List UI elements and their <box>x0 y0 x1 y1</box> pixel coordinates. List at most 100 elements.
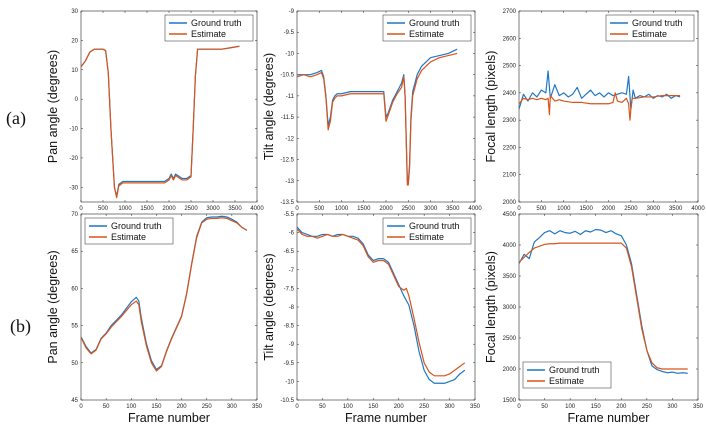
x-tick-label: 1000 <box>557 206 571 212</box>
series-line-ground-truth <box>297 226 466 384</box>
x-tick-label: 50 <box>541 404 548 410</box>
chart-2: 0 500 1000 1500 2000 2500 3000 3500 4000 2000 2100… <box>484 9 705 212</box>
x-tick-label: 150 <box>591 404 602 410</box>
y-tick-label: -5.5 <box>284 212 295 218</box>
x-tick-label: 2500 <box>184 206 198 212</box>
x-tick-label: 250 <box>642 404 653 410</box>
legend-entry-label: Ground truth <box>191 18 242 28</box>
y-tick-label: -9 <box>289 342 295 348</box>
y-tick-label: -11.5 <box>281 115 295 121</box>
x-tick-label: 1000 <box>335 206 349 212</box>
y-tick-label: 4500 <box>503 212 517 218</box>
y-tick-label: -9.5 <box>284 361 295 367</box>
series-line-estimate <box>297 52 458 186</box>
x-tick-label: 0 <box>517 404 521 410</box>
legend-box <box>522 361 612 389</box>
y-tick-label: 50 <box>71 361 78 367</box>
y-tick-label: 2000 <box>503 200 517 206</box>
y-tick-label: 0 <box>75 97 79 103</box>
series-line-ground-truth <box>519 70 681 110</box>
chart-4: 0 50 100 150 200 250 300 350 -10.5 -10 -9.5 -9 -8.5 -… <box>262 212 481 425</box>
x-tick-label: 300 <box>445 404 456 410</box>
x-tick-label: 2000 <box>162 206 176 212</box>
legend-entry-label: Ground truth <box>409 18 460 28</box>
y-axis-label: Focal length (pixels) <box>484 251 498 363</box>
y-tick-label: -8 <box>289 305 295 311</box>
legend-entry-label: Estimate <box>111 232 146 242</box>
x-tick-label: 500 <box>314 206 325 212</box>
y-tick-label: -9.5 <box>284 30 295 36</box>
y-tick-label: 2600 <box>503 36 517 42</box>
plots-grid: 0 500 1000 1500 2000 2500 3000 3500 4000-30-20-1… <box>46 9 705 425</box>
y-tick-label: 2500 <box>503 64 517 70</box>
y-axis-label: Tilt angle (degrees) <box>262 253 276 360</box>
x-tick-label: 200 <box>394 404 405 410</box>
x-tick-label: 0 <box>79 404 83 410</box>
x-tick-label: 2000 <box>602 206 616 212</box>
series-line-estimate <box>81 217 248 372</box>
x-tick-label: 2000 <box>379 206 393 212</box>
y-tick-label: 20 <box>71 38 78 44</box>
y-tick-label: 2500 <box>503 336 517 342</box>
x-tick-label: 1500 <box>140 206 154 212</box>
x-tick-label: 2500 <box>402 206 416 212</box>
x-tick-label: 350 <box>470 404 481 410</box>
chart-0: 0 500 1000 1500 2000 2500 3000 3500 4000 -30 -20 -1… <box>46 9 264 212</box>
y-tick-label: 2100 <box>503 173 517 179</box>
x-tick-label: 3500 <box>669 206 683 212</box>
x-tick-label: 350 <box>693 404 704 410</box>
legend-box <box>84 217 174 245</box>
x-tick-label: 1500 <box>579 206 593 212</box>
x-tick-label: 250 <box>419 404 430 410</box>
x-tick-label: 0 <box>295 206 299 212</box>
legend-entry-label: Ground truth <box>409 221 460 231</box>
y-axis-label: Focal length (pixels) <box>484 51 498 163</box>
y-tick-label: 60 <box>71 286 78 292</box>
x-tick-label: 3000 <box>206 206 220 212</box>
legend-box <box>605 14 695 42</box>
y-tick-label: -20 <box>69 156 78 162</box>
legend-entry-label: Estimate <box>549 376 584 386</box>
y-tick-label: 3500 <box>503 274 517 280</box>
y-tick-label: -7.5 <box>284 286 295 292</box>
y-tick-label: 2000 <box>503 367 517 373</box>
legend-entry-label: Ground truth <box>549 365 600 375</box>
x-tick-label: 50 <box>103 404 110 410</box>
x-tick-label: 200 <box>177 404 188 410</box>
y-tick-label: 10 <box>71 68 78 74</box>
x-tick-label: 150 <box>368 404 379 410</box>
y-axis-label: Tilt angle (degrees) <box>262 53 276 160</box>
x-tick-label: 4000 <box>691 206 705 212</box>
x-axis-label: Frame number <box>128 411 210 425</box>
y-axis-label: Pan angle (degrees) <box>46 250 60 363</box>
x-tick-label: 100 <box>343 404 354 410</box>
x-tick-label: 500 <box>98 206 109 212</box>
y-tick-label: 70 <box>71 212 78 218</box>
y-tick-label: -6.5 <box>284 249 295 255</box>
x-tick-label: 500 <box>536 206 547 212</box>
x-tick-label: 50 <box>319 404 326 410</box>
y-axis-label: Pan angle (degrees) <box>46 50 60 163</box>
y-tick-label: -7 <box>289 268 295 274</box>
legend-box <box>382 217 472 245</box>
y-tick-label: -10 <box>285 51 294 57</box>
y-tick-label: 3000 <box>503 305 517 311</box>
chart-3: 0 50 100 150 200 250 300 350 45 50 55 60 65 70 Pan ang… <box>46 212 263 425</box>
x-tick-label: 150 <box>151 404 162 410</box>
legend-box <box>164 14 254 42</box>
y-tick-label: -13 <box>285 179 294 185</box>
y-tick-label: -11 <box>286 94 295 100</box>
legend-entry-label: Estimate <box>191 29 226 39</box>
y-tick-label: -10.5 <box>280 73 294 79</box>
y-tick-label: -10 <box>69 127 78 133</box>
chart-1: 0 500 1000 1500 2000 2500 3000 3500 4000 -13.5 -13… <box>262 9 482 212</box>
series-line-estimate <box>519 92 681 121</box>
y-tick-label: 55 <box>71 324 78 330</box>
row-label-a: (a) <box>6 108 26 129</box>
y-tick-label: 4000 <box>503 243 517 249</box>
y-tick-label: 45 <box>71 398 78 404</box>
